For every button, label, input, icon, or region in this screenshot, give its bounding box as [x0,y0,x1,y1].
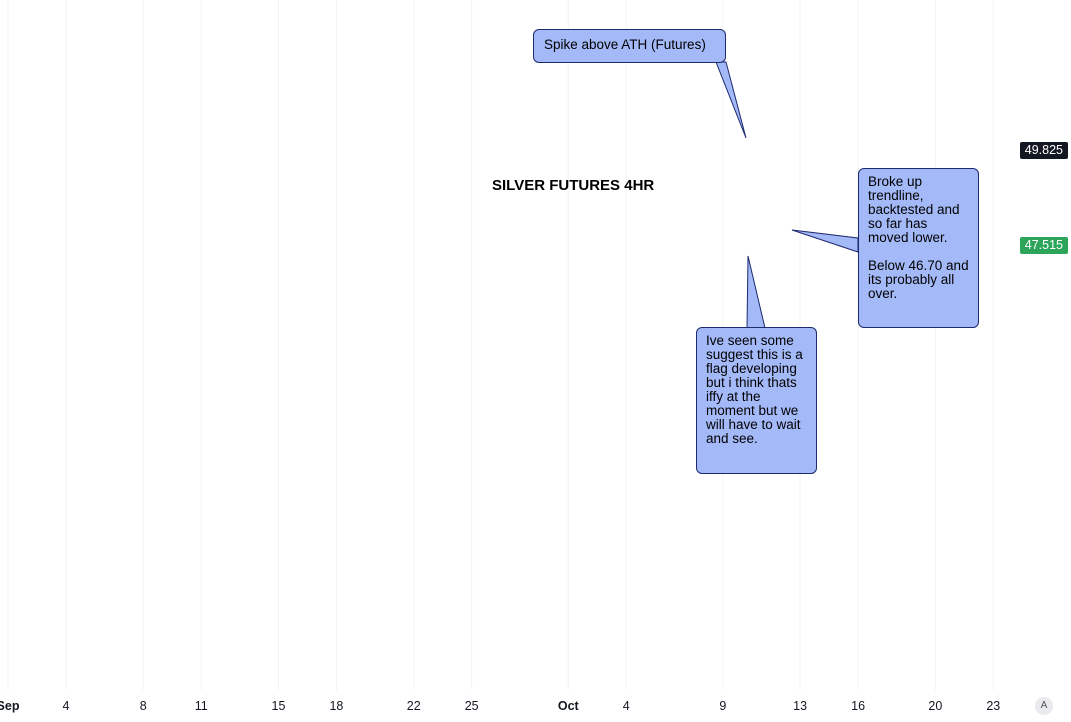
gridlines [7,0,994,690]
x-tick-label: 9 [719,699,726,713]
x-tick-label: 22 [407,699,421,713]
x-tick-label: 25 [465,699,479,713]
x-tick-label: 4 [62,699,69,713]
x-tick-label: 15 [272,699,286,713]
callout-broke-text-1: Broke up trendline, backtested and so fa… [868,174,960,245]
x-tick-label: 23 [986,699,1000,713]
chart-title: SILVER FUTURES 4HR [492,177,654,194]
x-tick-label: 20 [928,699,942,713]
callout-broke-trendline: Broke up trendline, backtested and so fa… [858,168,979,328]
level-price-tag: 49.825 [1019,142,1068,159]
x-axis: Sep 4 8 11 15 18 22 25 Oct 4 9 13 16 20 23 [0,699,1000,713]
callout-flag-text: Ive seen some suggest this is a flag dev… [706,333,803,446]
x-tick-label: 8 [140,699,147,713]
x-tick-label: Oct [558,699,580,713]
callout-flag-pointer [746,255,766,329]
auto-scale-button[interactable]: A [1035,697,1053,715]
x-tick-label: Sep [0,699,20,713]
callout-spike: Spike above ATH (Futures) [533,29,726,63]
current-price-tag: 47.515 [1019,237,1068,254]
callout-spike-pointer [715,61,747,139]
x-tick-label: 13 [793,699,807,713]
x-tick-label: 11 [195,699,208,713]
x-tick-label: 18 [329,699,343,713]
callout-broke-text-2: Below 46.70 and its probably all over. [868,258,969,301]
callout-spike-text: Spike above ATH (Futures) [544,37,706,52]
x-tick-label: 4 [623,699,630,713]
callout-flag: Ive seen some suggest this is a flag dev… [696,327,817,474]
x-tick-label: 16 [851,699,865,713]
callout-broke-pointer [791,229,859,253]
